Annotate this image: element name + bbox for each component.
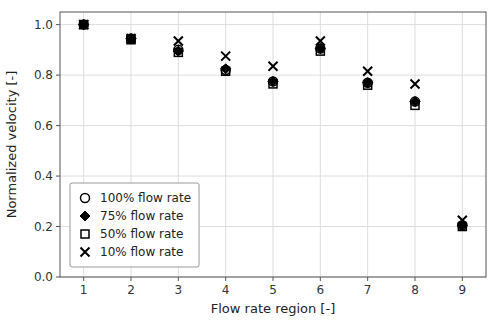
- legend-marker: [81, 230, 89, 238]
- y-tick: [56, 125, 60, 126]
- point: [174, 48, 182, 56]
- point: [458, 216, 467, 225]
- point: [126, 34, 136, 44]
- x-tick-label: 8: [411, 283, 419, 297]
- x-tick-label: 5: [269, 283, 277, 297]
- point: [79, 20, 88, 29]
- grid-line-x: [415, 12, 416, 277]
- x-tick-label: 9: [459, 283, 467, 297]
- x-tick-label: 6: [317, 283, 325, 297]
- y-tick-label: 0.4: [34, 169, 53, 183]
- point: [173, 46, 183, 56]
- y-tick: [56, 277, 60, 278]
- x-tick: [462, 277, 463, 281]
- y-tick-label: 0.8: [34, 68, 53, 82]
- legend-label: 75% flow rate: [100, 209, 183, 223]
- x-tick: [131, 277, 132, 281]
- grid-line-x: [225, 12, 226, 277]
- x-tick-label: 1: [80, 283, 88, 297]
- y-tick-label: 0.0: [34, 270, 53, 284]
- x-tick: [225, 277, 226, 281]
- x-axis-label: Flow rate region [-]: [211, 301, 335, 316]
- point: [269, 62, 278, 71]
- grid-line-y: [60, 125, 486, 126]
- x-tick-label: 3: [175, 283, 183, 297]
- legend-label: 100% flow rate: [100, 191, 191, 205]
- y-tick: [56, 176, 60, 177]
- point: [80, 21, 88, 29]
- point: [457, 220, 467, 230]
- x-tick: [178, 277, 179, 281]
- grid-line-y: [60, 24, 486, 25]
- grid-line-y: [60, 176, 486, 177]
- point: [221, 52, 230, 61]
- y-axis-label: Normalized velocity [-]: [4, 71, 19, 219]
- x-tick: [83, 277, 84, 281]
- point: [127, 34, 136, 43]
- point: [269, 77, 278, 86]
- legend-box: [70, 183, 199, 267]
- axes: 1 2 3 4 5 6 7 8 9 0.0 0.2 0.4 0.6 0.8 1.0: [34, 18, 466, 297]
- series: [79, 20, 467, 225]
- grid-line-x: [273, 12, 274, 277]
- y-tick: [56, 24, 60, 25]
- grid-line-x: [462, 12, 463, 277]
- legend-label: 10% flow rate: [100, 245, 183, 259]
- point: [269, 80, 277, 88]
- point: [174, 37, 183, 46]
- legend-label: 50% flow rate: [100, 227, 183, 241]
- grid-line-y: [60, 75, 486, 76]
- y-tick: [56, 226, 60, 227]
- x-tick: [415, 277, 416, 281]
- point: [127, 34, 136, 43]
- grid-line-x: [367, 12, 368, 277]
- point: [363, 67, 372, 76]
- legend-marker: [81, 194, 90, 203]
- point: [363, 78, 372, 87]
- legend-marker: [80, 211, 90, 221]
- point: [316, 47, 324, 55]
- y-tick: [56, 75, 60, 76]
- series: [80, 21, 467, 231]
- legend-marker: [81, 248, 90, 257]
- x-tick: [367, 277, 368, 281]
- series: [79, 20, 468, 231]
- y-tick-label: 0.2: [34, 220, 53, 234]
- x-tick-label: 4: [222, 283, 230, 297]
- x-tick-label: 2: [127, 283, 135, 297]
- point: [79, 20, 89, 30]
- legend: 100% flow rate 75% flow rate 50% flow rate…: [70, 183, 199, 267]
- data: [79, 20, 468, 231]
- point: [222, 67, 230, 75]
- x-tick: [320, 277, 321, 281]
- x-tick-label: 7: [364, 283, 372, 297]
- grid: [60, 12, 486, 277]
- point: [364, 81, 372, 89]
- point: [316, 37, 325, 46]
- point: [411, 79, 420, 88]
- series: [79, 20, 467, 230]
- x-tick: [273, 277, 274, 281]
- y-tick-label: 1.0: [34, 18, 53, 32]
- point: [79, 20, 88, 29]
- y-tick-label: 0.6: [34, 119, 53, 133]
- plot-frame: [60, 12, 486, 277]
- chart: 1 2 3 4 5 6 7 8 9 0.0 0.2 0.4 0.6 0.8 1.0 Flow rate reg…: [0, 0, 500, 323]
- point: [411, 101, 419, 109]
